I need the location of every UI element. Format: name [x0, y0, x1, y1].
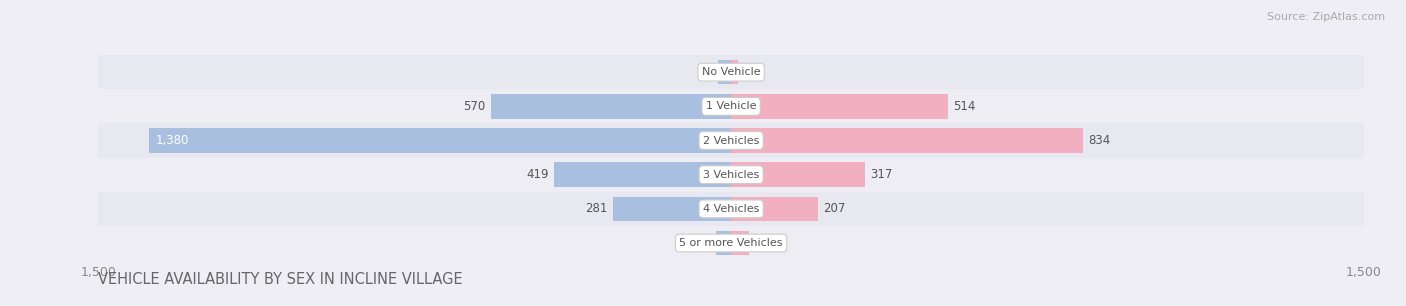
- Bar: [98, 123, 1364, 158]
- Bar: [98, 192, 1364, 226]
- Bar: [731, 231, 749, 255]
- Text: 32: 32: [697, 66, 713, 79]
- Text: 17: 17: [744, 66, 758, 79]
- Text: 4 Vehicles: 4 Vehicles: [703, 204, 759, 214]
- Bar: [554, 162, 731, 187]
- Text: 1,380: 1,380: [155, 134, 188, 147]
- Bar: [98, 158, 1364, 192]
- Text: 317: 317: [870, 168, 893, 181]
- Bar: [731, 60, 738, 84]
- Text: No Vehicle: No Vehicle: [702, 67, 761, 77]
- Text: VEHICLE AVAILABILITY BY SEX IN INCLINE VILLAGE: VEHICLE AVAILABILITY BY SEX IN INCLINE V…: [98, 272, 463, 287]
- Text: 3 Vehicles: 3 Vehicles: [703, 170, 759, 180]
- Bar: [731, 94, 948, 119]
- Bar: [731, 196, 818, 221]
- Bar: [613, 196, 731, 221]
- Text: 207: 207: [824, 202, 846, 215]
- Text: 281: 281: [585, 202, 607, 215]
- Bar: [98, 226, 1364, 260]
- Text: 2 Vehicles: 2 Vehicles: [703, 136, 759, 146]
- Text: 570: 570: [464, 100, 485, 113]
- Text: 5 or more Vehicles: 5 or more Vehicles: [679, 238, 783, 248]
- Text: 419: 419: [527, 168, 550, 181]
- Bar: [731, 162, 865, 187]
- Bar: [731, 128, 1083, 153]
- Text: 37: 37: [696, 237, 710, 249]
- Bar: [98, 89, 1364, 123]
- Bar: [716, 231, 731, 255]
- Text: 834: 834: [1088, 134, 1111, 147]
- Text: 42: 42: [754, 237, 769, 249]
- Bar: [98, 55, 1364, 89]
- Bar: [717, 60, 731, 84]
- Text: 514: 514: [953, 100, 976, 113]
- Text: Source: ZipAtlas.com: Source: ZipAtlas.com: [1267, 12, 1385, 22]
- Bar: [149, 128, 731, 153]
- Text: 1 Vehicle: 1 Vehicle: [706, 101, 756, 111]
- Bar: [491, 94, 731, 119]
